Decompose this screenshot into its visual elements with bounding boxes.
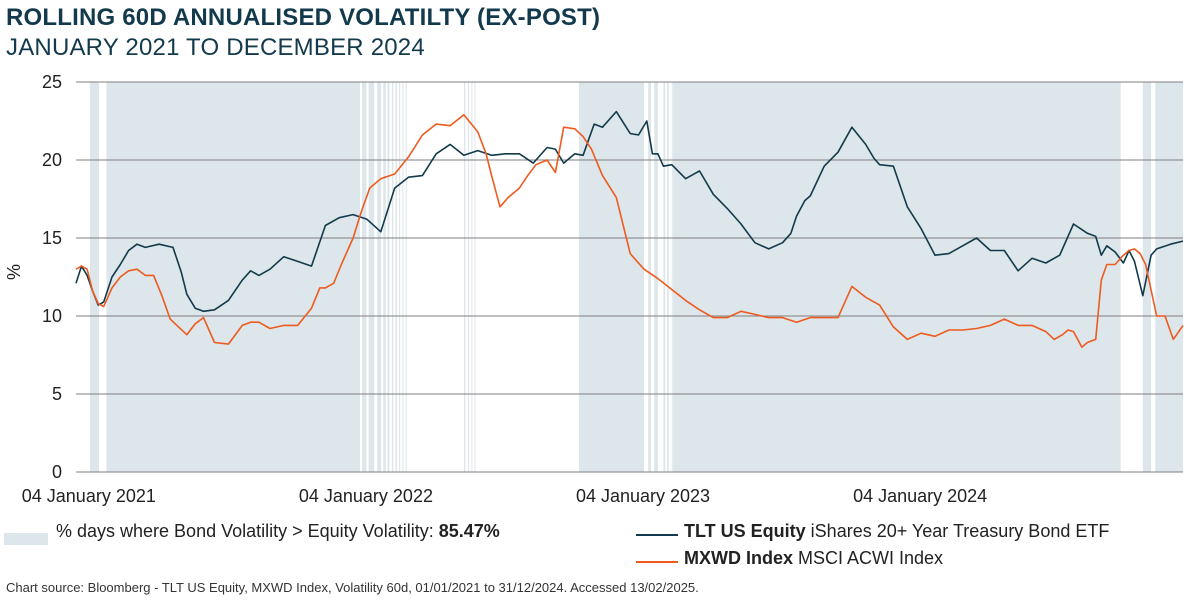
shaded-region [648,82,651,472]
shaded-region [667,82,669,472]
shaded-region [106,82,361,472]
legend-tlt-entry: TLT US Equity iShares 20+ Year Treasury … [684,521,1109,542]
shaded-region [89,82,99,472]
chart-subtitle: JANUARY 2021 TO DECEMBER 2024 [6,34,425,61]
legend-shade-entry: % days where Bond Volatility > Equity Vo… [56,521,500,542]
legend-shade-label: % days where Bond Volatility > Equity Vo… [56,521,439,541]
legend-mxwd-desc: MSCI ACWI Index [793,548,944,568]
shaded-region [383,82,386,472]
y-tick-label: 20 [42,150,62,170]
legend-tlt-desc: iShares 20+ Year Treasury Bond ETF [805,521,1110,541]
gridlines [76,81,1183,473]
x-tick-label: 04 January 2022 [299,486,433,506]
y-tick-label: 15 [42,228,62,248]
shaded-region [671,82,673,472]
chart-source: Chart source: Bloomberg - TLT US Equity,… [6,580,699,595]
y-tick-label: 0 [52,462,62,482]
tlt-series-line [75,110,1184,313]
shaded-region [368,82,375,472]
shaded-region [463,82,466,472]
shaded-region [391,82,394,472]
y-axis-label: % [4,264,24,280]
x-tick-label: 04 January 2023 [576,486,710,506]
shaded-region [361,82,367,472]
legend-tlt-swatch [636,534,678,536]
mxwd-series-line [75,114,1184,348]
legend-shade-value: 85.47% [438,521,500,541]
x-tick-label: 04 January 2021 [22,486,156,506]
shaded-region [663,82,665,472]
shaded-region [405,82,407,472]
shaded-region [474,82,476,472]
y-tick-label: 10 [42,306,62,326]
legend-tlt-name: TLT US Equity [684,521,806,541]
legend-mxwd-swatch [636,561,678,563]
legend-shade-swatch [4,533,48,545]
shaded-region [377,82,382,472]
shaded-region [673,82,1121,472]
shaded-region [399,82,401,472]
y-tick-label: 5 [52,384,62,404]
shaded-region [664,82,666,472]
shaded-region [471,82,473,472]
shaded-region [395,82,397,472]
legend-mxwd-entry: MXWD Index MSCI ACWI Index [684,548,943,569]
shaded-region [387,82,390,472]
axis-labels: 0 5 10 15 20 25% 04 January 2021 04 January 202… [4,72,987,506]
series-lines [75,110,1184,348]
shaded-regions [89,82,1183,472]
shaded-region [402,82,404,472]
x-tick-label: 04 January 2024 [853,486,987,506]
chart-title: ROLLING 60D ANNUALISED VOLATILTY (EX-POS… [6,4,601,31]
shaded-region [467,82,469,472]
shaded-region [1155,82,1183,472]
legend-mxwd-name: MXWD Index [684,548,794,568]
y-tick-label: 25 [42,72,62,92]
